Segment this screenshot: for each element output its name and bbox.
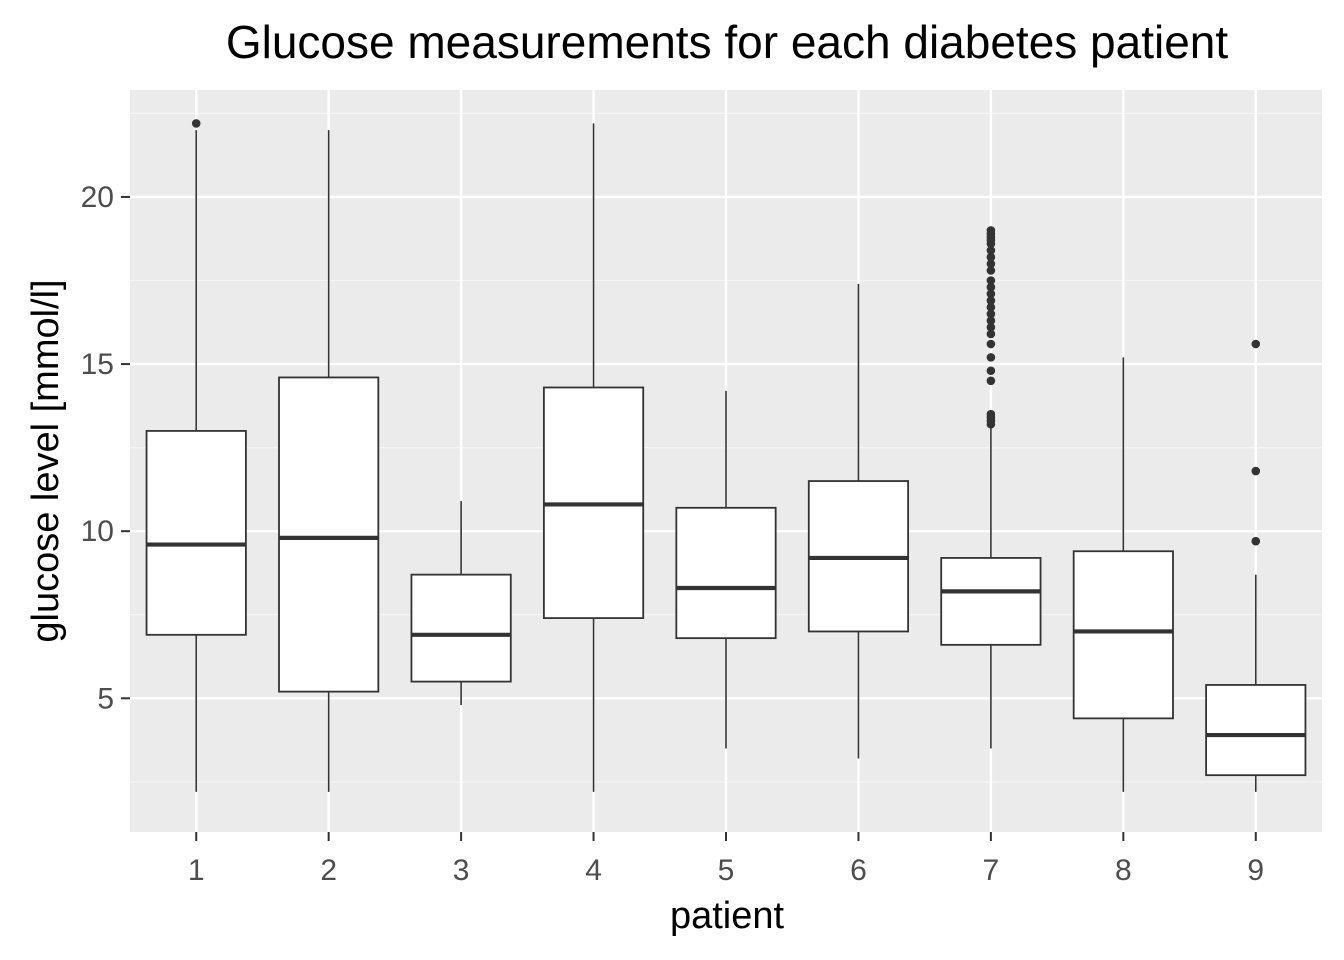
outlier-point <box>987 376 996 385</box>
outlier-point <box>987 410 996 419</box>
x-tick-label: 2 <box>320 854 337 887</box>
x-tick-label: 3 <box>453 854 470 887</box>
box-iqr <box>1206 685 1305 775</box>
x-axis-title: patient <box>670 895 785 937</box>
outlier-point <box>987 366 996 375</box>
outlier-point <box>987 353 996 362</box>
y-tick-label: 15 <box>81 348 114 381</box>
y-tick-label: 5 <box>97 682 114 715</box>
chart-title: Glucose measurements for each diabetes p… <box>226 16 1229 68</box>
box-iqr <box>941 558 1040 645</box>
y-tick-label: 10 <box>81 515 114 548</box>
x-tick-label: 5 <box>718 854 735 887</box>
outlier-point <box>987 276 996 285</box>
x-axis: 1 2 3 4 5 6 7 8 9 <box>188 832 1264 887</box>
x-tick-label: 6 <box>850 854 867 887</box>
y-axis-title: glucose level [mmol/l] <box>25 279 67 642</box>
outlier-point <box>987 340 996 349</box>
x-tick-label: 1 <box>188 854 205 887</box>
outlier-point <box>1251 467 1260 476</box>
box-iqr <box>411 575 510 682</box>
box-iqr <box>676 508 775 638</box>
outlier-point <box>1251 340 1260 349</box>
box-iqr <box>279 377 378 691</box>
x-tick-label: 9 <box>1247 854 1264 887</box>
y-tick-label: 20 <box>81 181 114 214</box>
outlier-point <box>192 119 201 128</box>
box-iqr <box>147 431 246 635</box>
x-tick-label: 8 <box>1115 854 1132 887</box>
outlier-point <box>987 226 996 235</box>
y-axis: 5 10 15 20 <box>81 181 130 715</box>
outlier-point <box>1251 537 1260 546</box>
x-tick-label: 4 <box>585 854 602 887</box>
box-iqr <box>1074 551 1173 718</box>
x-tick-label: 7 <box>983 854 1000 887</box>
